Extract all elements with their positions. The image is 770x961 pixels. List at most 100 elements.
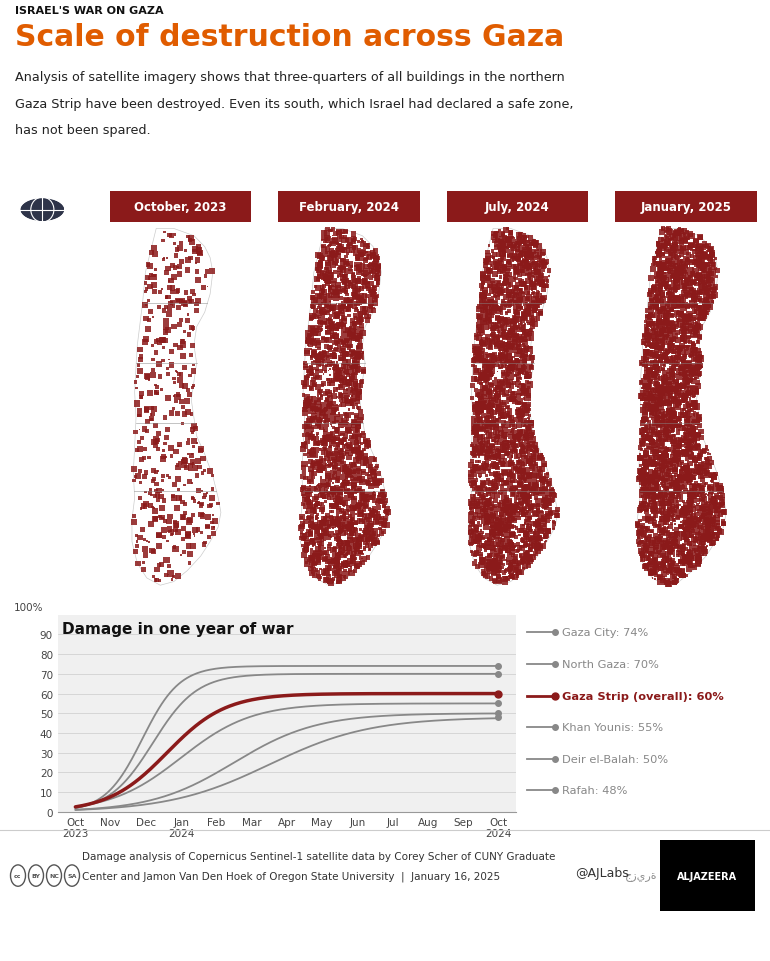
Point <box>514 322 526 337</box>
Point <box>677 537 689 553</box>
Point <box>478 495 490 510</box>
Point <box>477 445 490 460</box>
Point <box>697 456 709 471</box>
Point <box>668 244 681 259</box>
Point <box>537 276 549 291</box>
Point <box>327 277 340 292</box>
Point <box>651 370 663 385</box>
Point <box>689 450 701 465</box>
Point <box>503 262 515 278</box>
Point <box>370 286 382 302</box>
Point <box>298 456 310 472</box>
Text: ISRAEL'S WAR ON GAZA: ISRAEL'S WAR ON GAZA <box>15 6 163 15</box>
Point <box>701 287 713 303</box>
Point <box>694 465 706 480</box>
Point <box>686 521 698 536</box>
Point <box>485 438 497 454</box>
Point <box>510 449 522 464</box>
Point <box>330 431 342 447</box>
Point <box>654 391 666 407</box>
Point <box>338 506 350 522</box>
Point <box>467 379 479 394</box>
Point <box>685 493 698 508</box>
Point <box>364 300 377 315</box>
Point <box>327 347 340 362</box>
Point <box>330 342 343 357</box>
Point <box>497 242 509 258</box>
Point <box>357 326 370 341</box>
Point <box>522 256 534 271</box>
Point <box>360 455 373 470</box>
Point <box>484 464 496 480</box>
Point <box>703 459 715 475</box>
Point <box>648 400 660 415</box>
Point <box>500 267 513 283</box>
Point <box>493 313 505 329</box>
Point <box>661 382 673 398</box>
Point <box>524 298 536 313</box>
Point <box>668 299 681 314</box>
Point <box>350 410 362 426</box>
Point <box>663 505 675 520</box>
Point <box>480 333 493 349</box>
Point <box>357 248 370 263</box>
Point <box>153 483 166 499</box>
Point <box>520 407 532 422</box>
Point <box>654 513 667 529</box>
Point <box>654 519 666 534</box>
Point <box>499 489 511 505</box>
Point <box>487 244 499 259</box>
Point <box>650 481 662 497</box>
Point <box>314 256 326 271</box>
Point <box>666 324 678 339</box>
Point <box>665 421 678 436</box>
Point <box>320 364 332 380</box>
Point <box>499 432 511 448</box>
Point <box>157 449 169 464</box>
Point <box>192 495 205 510</box>
Point <box>312 350 324 365</box>
Point <box>528 280 541 295</box>
Point <box>332 369 344 384</box>
Point <box>496 229 508 244</box>
Point <box>474 405 486 420</box>
Point <box>489 332 501 347</box>
Point <box>310 480 322 496</box>
Point <box>695 469 707 484</box>
Point <box>659 428 671 443</box>
Point <box>317 523 330 538</box>
Point <box>353 385 366 401</box>
Point <box>512 285 524 301</box>
Point <box>695 241 708 257</box>
Point <box>667 423 679 438</box>
Point <box>667 486 679 502</box>
Point <box>708 513 721 529</box>
Point <box>333 407 346 422</box>
Point <box>671 224 684 239</box>
Point <box>705 512 718 528</box>
Point <box>516 487 528 503</box>
Point <box>654 496 667 511</box>
Point <box>328 420 340 435</box>
Point <box>327 515 340 530</box>
Point <box>683 356 695 371</box>
Point <box>505 537 517 553</box>
Point <box>182 514 195 530</box>
Point <box>546 492 558 507</box>
Point <box>521 400 534 415</box>
Point <box>639 559 651 575</box>
Point <box>667 323 679 338</box>
Point <box>533 518 545 533</box>
Point <box>647 361 659 377</box>
Point <box>524 539 537 554</box>
Point <box>539 278 551 293</box>
Point <box>479 419 491 434</box>
Point <box>303 475 316 490</box>
Point <box>648 442 661 457</box>
Point <box>669 532 681 548</box>
Point <box>637 540 649 555</box>
Point <box>297 480 310 496</box>
Point <box>511 250 524 265</box>
Point <box>478 448 490 463</box>
Point <box>164 566 176 581</box>
